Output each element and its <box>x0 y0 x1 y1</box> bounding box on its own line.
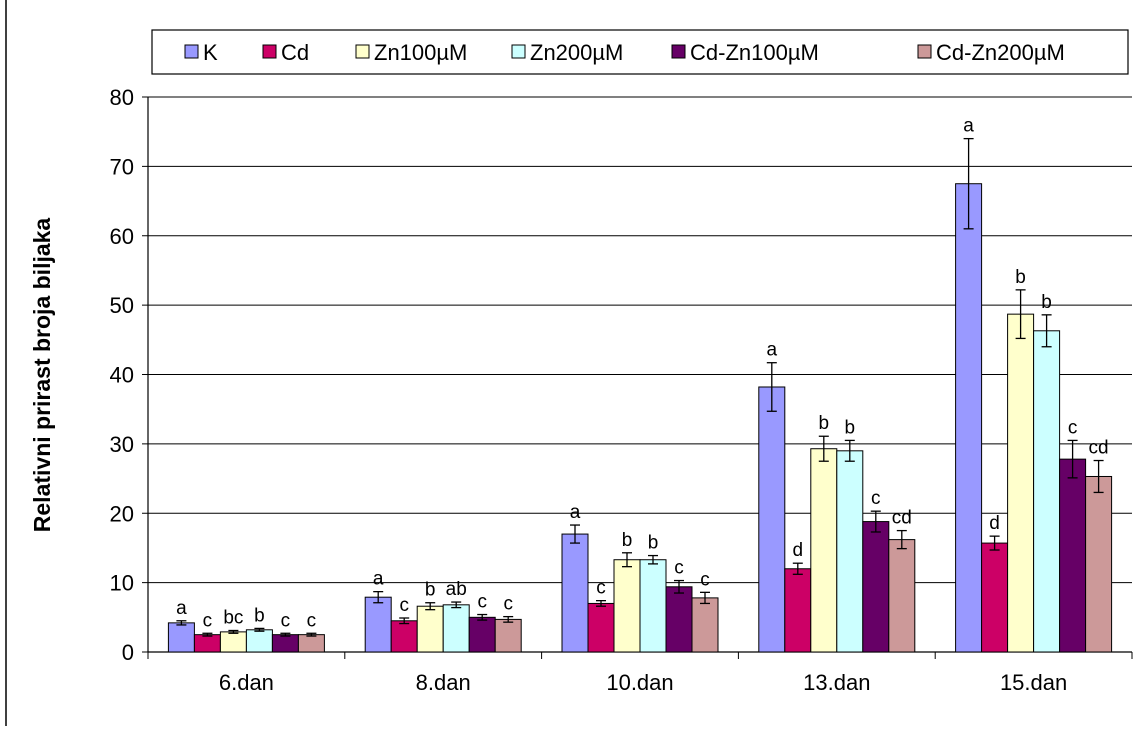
y-tick-label: 10 <box>110 571 134 596</box>
bar <box>442 604 470 653</box>
significance-letter: b <box>648 533 659 554</box>
significance-letter: cd <box>1089 438 1109 459</box>
y-tick-label: 20 <box>110 501 134 526</box>
bar <box>1059 458 1087 653</box>
significance-letter: b <box>622 530 633 551</box>
significance-letter: a <box>963 116 974 137</box>
legend-label: Zn200µM <box>530 40 623 65</box>
bar <box>364 596 392 653</box>
legend-swatch <box>511 44 526 59</box>
category-label: 10.dan <box>606 670 673 695</box>
category-label: 13.dan <box>803 670 870 695</box>
bar <box>836 450 864 653</box>
significance-letter: ab <box>446 579 467 600</box>
legend-swatch <box>355 44 370 59</box>
significance-letter: d <box>793 540 804 561</box>
bar <box>561 533 589 653</box>
y-tick-label: 80 <box>110 85 134 110</box>
bar <box>758 386 786 653</box>
bar <box>219 631 247 653</box>
bar <box>271 634 299 653</box>
bar <box>193 634 221 653</box>
significance-letter: b <box>819 413 830 434</box>
bar <box>810 448 838 653</box>
significance-letter: c <box>871 488 881 509</box>
bar <box>494 618 522 653</box>
bar <box>691 597 719 653</box>
y-tick-label: 0 <box>122 640 134 665</box>
y-tick-label: 30 <box>110 432 134 457</box>
significance-letter: a <box>373 569 384 590</box>
legend-label: K <box>203 40 218 65</box>
significance-letter: bc <box>223 607 243 628</box>
y-tick-label: 40 <box>110 363 134 388</box>
bar <box>665 586 693 653</box>
bar <box>245 629 273 653</box>
bar <box>297 634 325 653</box>
legend-swatch <box>262 44 277 59</box>
legend: K Cd Zn100µM Zn200µM Cd-Zn100µM Cd-Zn200µM <box>151 29 1129 75</box>
bar <box>167 622 195 653</box>
significance-letter: a <box>570 502 581 523</box>
significance-letter: cd <box>892 508 912 529</box>
significance-letter: b <box>1015 267 1026 288</box>
bar <box>468 616 496 653</box>
significance-letter: c <box>1068 417 1078 438</box>
significance-letter: c <box>399 595 409 616</box>
legend-swatch <box>917 44 932 59</box>
bar <box>862 521 890 653</box>
y-tick-label: 60 <box>110 224 134 249</box>
y-tick-labels: 0 10 20 30 40 50 60 70 80 <box>110 85 134 665</box>
significance-letter: c <box>503 594 513 615</box>
significance-letter: c <box>477 592 487 613</box>
category-label: 8.dan <box>416 670 471 695</box>
bar <box>955 183 983 653</box>
bar <box>784 568 812 653</box>
legend-label: Cd-Zn100µM <box>690 40 819 65</box>
gridlines <box>148 96 1132 584</box>
bars <box>167 183 1113 653</box>
bar <box>888 539 916 653</box>
category-labels: 6.dan 8.dan 10.dan 13.dan 15.dan <box>219 670 1067 695</box>
bar <box>390 620 418 653</box>
significance-letter: c <box>674 558 684 579</box>
bar <box>1085 475 1113 653</box>
bar <box>416 605 444 653</box>
legend-swatch <box>184 44 199 59</box>
y-tick-label: 70 <box>110 154 134 179</box>
significance-letter: c <box>596 578 606 599</box>
significance-letter: c <box>281 610 291 631</box>
significance-letter: c <box>307 610 317 631</box>
y-tick-label: 50 <box>110 293 134 318</box>
significance-letter: b <box>254 605 265 626</box>
significance-letter: d <box>989 513 1000 534</box>
legend-label: Cd-Zn200µM <box>936 40 1065 65</box>
significance-letter: b <box>845 417 856 438</box>
significance-letter: a <box>176 598 187 619</box>
legend-swatch <box>671 44 686 59</box>
significance-letter: c <box>700 569 710 590</box>
significance-letter: b <box>1041 292 1052 313</box>
bar <box>639 559 667 653</box>
bar <box>613 559 641 653</box>
bar <box>981 542 1009 653</box>
bar <box>1033 330 1061 653</box>
category-label: 15.dan <box>1000 670 1067 695</box>
legend-label: Zn100µM <box>374 40 467 65</box>
significance-letter: b <box>425 580 436 601</box>
category-label: 6.dan <box>219 670 274 695</box>
error-bars <box>176 137 1104 637</box>
significance-letter: a <box>767 340 778 361</box>
legend-box <box>151 29 1129 75</box>
legend-label: Cd <box>281 40 309 65</box>
bar <box>1007 313 1035 653</box>
significance-letter: c <box>203 610 213 631</box>
y-axis-title: Relativni prirast broja biljaka <box>29 218 55 533</box>
bar <box>587 602 615 653</box>
